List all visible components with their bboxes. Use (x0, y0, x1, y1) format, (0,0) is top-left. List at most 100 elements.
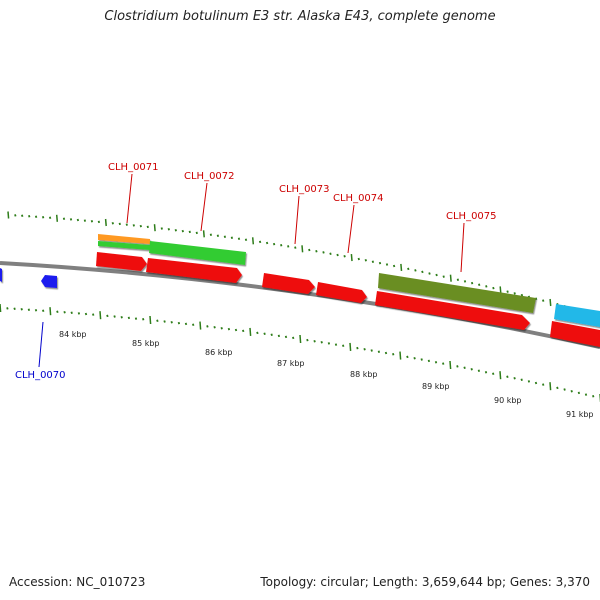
cog-bar-orange (98, 234, 150, 244)
major-tick (0, 303, 2, 313)
major-tick (499, 371, 502, 380)
minor-tick (384, 351, 388, 355)
minor-tick (127, 316, 131, 320)
minor-tick (265, 241, 269, 245)
minor-tick (113, 315, 116, 318)
minor-tick (70, 311, 73, 315)
minor-tick (470, 281, 474, 285)
leader-line-clh-0072 (200, 182, 208, 232)
minor-tick (577, 391, 581, 395)
minor-tick (485, 285, 488, 288)
minor-tick (277, 334, 281, 338)
minor-tick (336, 253, 339, 257)
minor-tick (421, 270, 424, 274)
major-tick (249, 327, 252, 336)
minor-tick (28, 215, 31, 218)
minor-tick (506, 290, 509, 293)
minor-tick (322, 251, 325, 254)
scale-label-86kbp: 86 kbp (205, 348, 233, 357)
major-tick (299, 334, 302, 344)
minor-tick (456, 278, 460, 282)
minor-tick (470, 368, 473, 371)
minor-tick (413, 356, 416, 360)
minor-tick (216, 234, 220, 237)
minor-tick (534, 381, 538, 385)
minor-tick (184, 322, 188, 326)
minor-tick (111, 221, 114, 225)
minor-tick (463, 366, 466, 370)
minor-tick (227, 327, 231, 331)
accession-text: Accession: NC_010723 (9, 575, 146, 589)
scale-label-87kbp: 87 kbp (277, 359, 305, 368)
minor-tick (284, 335, 288, 339)
minor-tick (146, 225, 149, 229)
minor-tick (506, 375, 509, 378)
minor-tick (442, 362, 445, 365)
major-tick (7, 211, 10, 219)
minor-tick (69, 218, 73, 221)
minor-tick (132, 224, 135, 227)
minor-tick (294, 246, 297, 249)
gene-label-clh-0075: CLH_0075 (446, 211, 497, 222)
minor-tick (242, 329, 245, 333)
minor-tick (209, 233, 213, 236)
major-tick (400, 263, 403, 271)
scale-label-89kbp: 89 kbp (422, 382, 450, 391)
minor-tick (406, 355, 409, 359)
minor-tick (414, 269, 417, 272)
minor-tick (21, 214, 24, 218)
scale-label-85kbp: 85 kbp (132, 339, 160, 348)
minor-tick (356, 346, 359, 350)
leader-line-clh-0073 (294, 195, 300, 245)
minor-tick (167, 228, 170, 231)
minor-tick (320, 341, 323, 344)
minor-tick (13, 307, 16, 311)
minor-tick (329, 252, 332, 255)
minor-tick (308, 248, 311, 252)
minor-tick (77, 312, 81, 315)
major-tick (549, 382, 552, 391)
minor-tick (97, 220, 101, 224)
minor-tick (327, 342, 331, 345)
minor-tick (542, 299, 545, 302)
minor-tick (163, 320, 166, 323)
minor-tick (315, 249, 318, 253)
leader-line-clh-0075 (460, 222, 465, 273)
minor-tick (223, 235, 227, 238)
minor-tick (378, 261, 382, 265)
minor-tick (270, 333, 273, 337)
cog-bar-olive (378, 273, 536, 313)
minor-tick (392, 264, 396, 268)
minor-tick (371, 260, 375, 263)
minor-tick (434, 360, 438, 364)
cds-arrow-clh-0075 (375, 291, 530, 330)
major-tick (449, 360, 452, 370)
major-tick (199, 321, 202, 330)
minor-tick (156, 319, 159, 322)
minor-tick (570, 389, 573, 393)
minor-tick (258, 240, 262, 244)
minor-tick (234, 328, 238, 332)
minor-tick (592, 395, 595, 398)
minor-tick (142, 318, 145, 321)
minor-tick (492, 372, 495, 375)
leader-line-clh-0071 (126, 173, 133, 224)
minor-tick (106, 314, 109, 318)
minor-tick (76, 218, 80, 222)
scale-label-84kbp: 84 kbp (59, 330, 87, 339)
inner-tick-ring (0, 303, 600, 403)
minor-tick (192, 323, 195, 326)
minor-tick (41, 216, 45, 219)
major-tick (149, 315, 152, 325)
minor-tick (181, 229, 184, 233)
leader-line-clh-0070 (38, 321, 44, 368)
major-tick (99, 311, 102, 320)
minor-tick (420, 358, 423, 361)
minor-tick (62, 217, 66, 221)
minor-tick (34, 215, 38, 219)
minor-tick (160, 227, 163, 230)
minor-tick (263, 332, 266, 336)
cog-bar-green (149, 241, 246, 265)
minor-tick (83, 219, 87, 222)
